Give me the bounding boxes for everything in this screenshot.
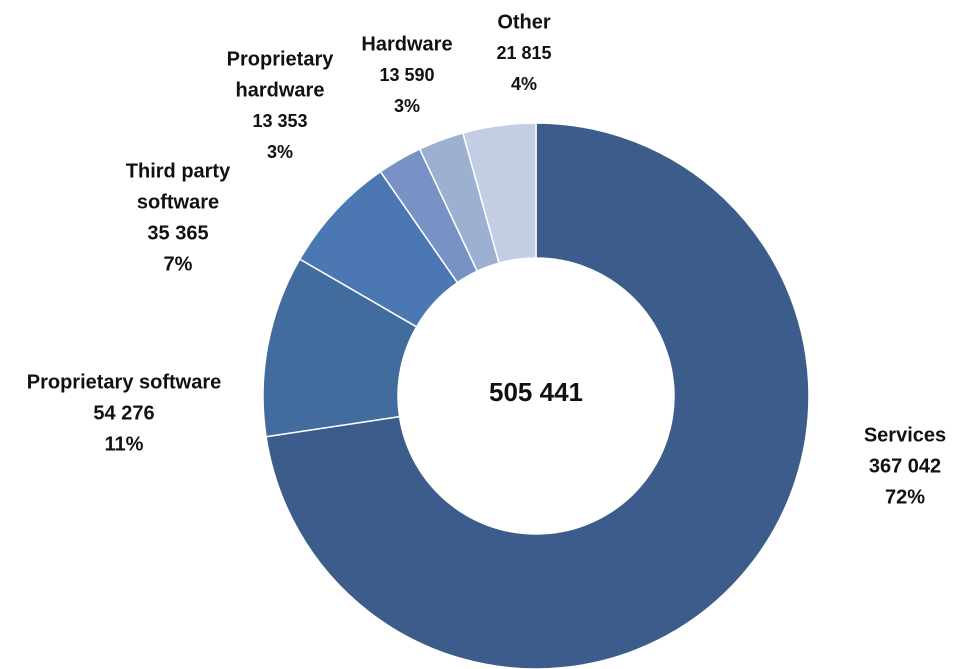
label-percent-other: 4% <box>511 74 537 94</box>
label-name-other: Other <box>497 11 551 33</box>
label-percent-hardware: 3% <box>394 96 420 116</box>
slice-other <box>461 122 537 264</box>
label-name-services: Services <box>864 424 946 446</box>
center-total-label: 505 441 <box>489 377 583 407</box>
slice-services <box>265 122 810 669</box>
label-value-services: 367 042 <box>869 455 941 477</box>
slice-labels: Services 367 042 72% Proprietary software 54… <box>27 11 946 508</box>
label-name-proprietary-software: Proprietary software <box>27 371 222 393</box>
label-name-proprietary-hardware-1: Proprietary <box>227 48 335 70</box>
label-other: Other 21 815 4% <box>496 11 551 93</box>
slices <box>262 122 810 669</box>
label-value-other: 21 815 <box>496 43 551 63</box>
label-third-party-software: Third party software 35 365 7% <box>126 160 231 275</box>
label-hardware: Hardware 13 590 3% <box>361 33 452 115</box>
label-value-hardware: 13 590 <box>379 65 434 85</box>
label-percent-proprietary-hardware: 3% <box>267 142 293 162</box>
label-percent-third-party-software: 7% <box>164 253 193 275</box>
label-value-proprietary-software: 54 276 <box>93 402 154 424</box>
label-percent-services: 72% <box>885 486 925 508</box>
label-name-third-party-software-2: software <box>137 191 219 213</box>
label-proprietary-software: Proprietary software 54 276 11% <box>27 371 222 455</box>
label-name-hardware: Hardware <box>361 33 452 55</box>
label-value-third-party-software: 35 365 <box>147 222 208 244</box>
label-value-proprietary-hardware: 13 353 <box>252 111 307 131</box>
label-name-third-party-software-1: Third party <box>126 160 231 182</box>
label-percent-proprietary-software: 11% <box>105 433 144 455</box>
label-name-proprietary-hardware-2: hardware <box>236 79 325 101</box>
label-services: Services 367 042 72% <box>864 424 946 508</box>
label-proprietary-hardware: Proprietary hardware 13 353 3% <box>227 48 335 161</box>
